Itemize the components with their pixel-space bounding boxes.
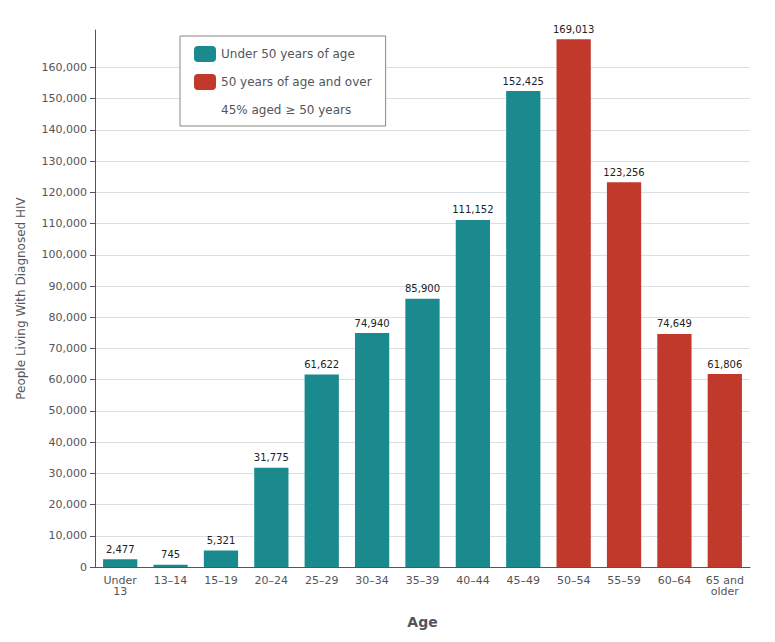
svg-text:74,649: 74,649 (657, 318, 692, 329)
svg-text:61,806: 61,806 (707, 359, 742, 370)
svg-text:70,000: 70,000 (49, 342, 88, 355)
svg-text:50,000: 50,000 (49, 404, 88, 417)
svg-text:61,622: 61,622 (304, 359, 339, 370)
svg-text:45% aged ≥ 50 years: 45% aged ≥ 50 years (221, 103, 351, 117)
svg-text:50 years of age and over: 50 years of age and over (221, 75, 372, 89)
svg-text:Age: Age (407, 614, 437, 630)
svg-text:110,000: 110,000 (42, 217, 88, 230)
svg-text:130,000: 130,000 (42, 155, 88, 168)
svg-text:35–39: 35–39 (406, 574, 440, 587)
svg-text:Under 50 years of age: Under 50 years of age (221, 47, 355, 61)
svg-text:0: 0 (80, 561, 87, 574)
svg-text:85,900: 85,900 (405, 283, 440, 294)
svg-text:152,425: 152,425 (503, 76, 544, 87)
svg-text:60–64: 60–64 (658, 574, 692, 587)
svg-text:15–19: 15–19 (204, 574, 238, 587)
svg-text:745: 745 (161, 549, 180, 560)
svg-text:150,000: 150,000 (42, 92, 88, 105)
svg-text:169,013: 169,013 (553, 24, 594, 35)
svg-text:80,000: 80,000 (49, 311, 88, 324)
svg-text:55–59: 55–59 (607, 574, 641, 587)
svg-text:Under: Under (103, 574, 137, 587)
svg-text:30,000: 30,000 (49, 467, 88, 480)
svg-text:60,000: 60,000 (49, 373, 88, 386)
svg-text:65 and: 65 and (705, 574, 744, 587)
svg-text:45–49: 45–49 (507, 574, 541, 587)
svg-text:160,000: 160,000 (42, 61, 88, 74)
svg-text:40–44: 40–44 (456, 574, 490, 587)
svg-text:90,000: 90,000 (49, 280, 88, 293)
svg-text:50–54: 50–54 (557, 574, 591, 587)
svg-text:25–29: 25–29 (305, 574, 339, 587)
svg-text:20,000: 20,000 (49, 498, 88, 511)
svg-text:100,000: 100,000 (42, 248, 88, 261)
svg-text:13–14: 13–14 (154, 574, 188, 587)
svg-text:140,000: 140,000 (42, 123, 88, 136)
svg-text:10,000: 10,000 (49, 529, 88, 542)
svg-text:older: older (711, 585, 740, 598)
svg-text:31,775: 31,775 (254, 452, 289, 463)
svg-text:120,000: 120,000 (42, 186, 88, 199)
svg-text:5,321: 5,321 (207, 535, 236, 546)
svg-text:123,256: 123,256 (603, 167, 644, 178)
svg-text:40,000: 40,000 (49, 436, 88, 449)
svg-text:30–34: 30–34 (355, 574, 389, 587)
svg-text:13: 13 (113, 585, 127, 598)
svg-text:111,152: 111,152 (452, 204, 493, 215)
svg-text:20–24: 20–24 (255, 574, 289, 587)
svg-text:74,940: 74,940 (355, 318, 390, 329)
svg-text:2,477: 2,477 (106, 544, 135, 555)
svg-text:People Living With Diagnosed H: People Living With Diagnosed HIV (14, 196, 28, 399)
